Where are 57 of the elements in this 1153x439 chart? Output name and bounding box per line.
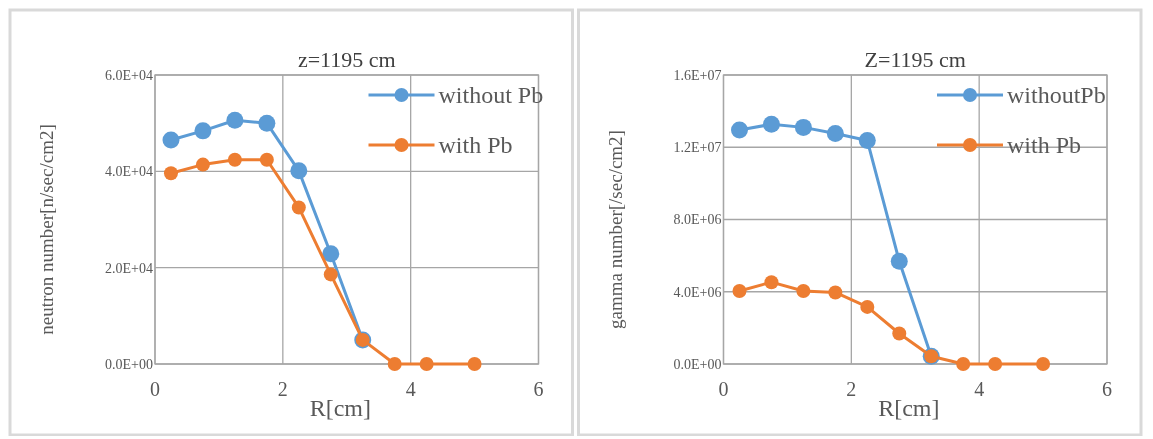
chart-title: Z=1195 cm — [864, 47, 966, 72]
point — [730, 121, 748, 139]
point — [258, 114, 276, 132]
point — [259, 152, 274, 167]
legend-label: with Pb — [1007, 132, 1082, 159]
point — [195, 157, 210, 172]
y-tick-label: 8.0E+06 — [673, 212, 722, 228]
point — [387, 357, 402, 371]
y-tick-label: 0.0E+00 — [105, 356, 153, 372]
legend-label: without Pb — [438, 82, 544, 109]
y-tick-label: 4.0E+04 — [105, 164, 153, 180]
point — [290, 162, 308, 180]
y-axis-title: neutron number[n/sec/cm2] — [36, 124, 57, 335]
point — [890, 252, 908, 270]
point — [956, 357, 971, 371]
point — [858, 132, 876, 150]
point — [227, 152, 242, 167]
point — [291, 200, 306, 215]
point — [762, 115, 780, 133]
point — [194, 122, 212, 140]
x-tick-label: 4 — [405, 378, 416, 400]
y-tick-label: 1.6E+07 — [673, 67, 722, 83]
point — [163, 166, 178, 181]
point — [764, 275, 779, 290]
point — [860, 299, 875, 314]
point — [322, 245, 340, 263]
x-axis-title: R[cm] — [878, 395, 940, 421]
y-tick-label: 4.0E+06 — [673, 284, 722, 300]
point — [467, 357, 482, 371]
point — [988, 357, 1003, 371]
point — [794, 118, 812, 136]
x-tick-label: 0 — [150, 378, 160, 400]
point — [1036, 357, 1051, 371]
x-tick-label: 2 — [277, 378, 288, 400]
x-tick-label: 2 — [846, 378, 857, 400]
y-axis-title: gamma number[/sec/cm2] — [604, 130, 626, 329]
legend-label: withoutPb — [1007, 82, 1106, 109]
y-tick-label: 1.2E+07 — [673, 140, 722, 156]
x-tick-label: 6 — [1102, 378, 1112, 400]
point — [732, 284, 747, 299]
point — [419, 357, 434, 371]
point — [323, 267, 338, 282]
point — [162, 131, 180, 149]
point — [892, 326, 907, 341]
legend-label: with Pb — [438, 132, 513, 159]
x-tick-label: 6 — [533, 378, 544, 400]
point — [828, 285, 843, 300]
x-tick-label: 0 — [718, 378, 729, 400]
y-tick-label: 6.0E+04 — [105, 67, 153, 83]
y-tick-label: 2.0E+04 — [105, 260, 153, 276]
y-tick-label: 0.0E+00 — [673, 356, 722, 372]
x-axis-title: R[cm] — [309, 395, 372, 421]
point — [826, 125, 844, 143]
x-tick-label: 4 — [974, 378, 985, 400]
point — [796, 284, 811, 299]
point — [226, 111, 244, 129]
chart-title: z=1195 cm — [297, 47, 396, 72]
